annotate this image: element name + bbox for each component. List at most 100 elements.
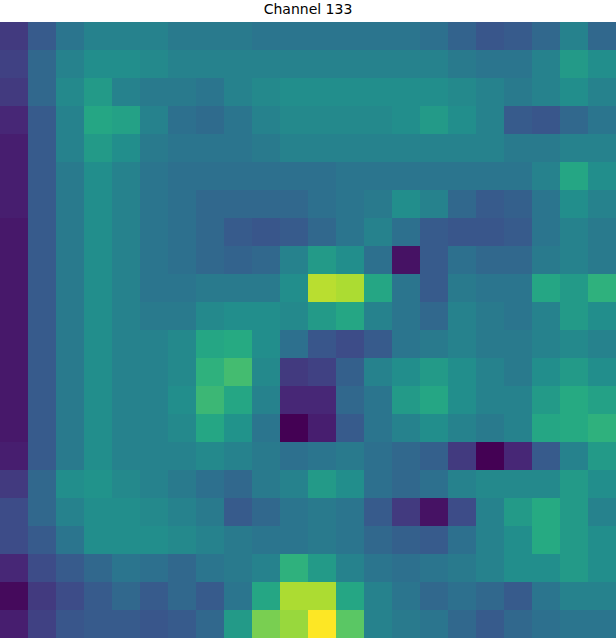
cell	[336, 274, 365, 303]
cell	[28, 50, 57, 79]
cell	[476, 302, 505, 331]
cell	[532, 526, 561, 555]
cell	[420, 22, 449, 51]
cell	[168, 582, 197, 611]
cell	[56, 470, 85, 499]
cell	[0, 302, 29, 331]
cell	[56, 610, 85, 638]
cell	[532, 190, 561, 219]
cell	[588, 134, 616, 163]
cell	[84, 246, 113, 275]
cell	[420, 274, 449, 303]
cell	[392, 106, 421, 135]
cell	[392, 330, 421, 359]
cell	[224, 442, 253, 471]
cell	[84, 554, 113, 583]
cell	[168, 106, 197, 135]
cell	[392, 442, 421, 471]
cell	[56, 358, 85, 387]
cell	[392, 358, 421, 387]
cell	[308, 302, 337, 331]
cell	[448, 190, 477, 219]
cell	[196, 78, 225, 107]
cell	[84, 582, 113, 611]
cell	[308, 134, 337, 163]
cell	[0, 274, 29, 303]
cell	[532, 358, 561, 387]
cell	[168, 134, 197, 163]
cell	[56, 414, 85, 443]
cell	[588, 610, 616, 638]
cell	[308, 470, 337, 499]
cell	[28, 162, 57, 191]
cell	[196, 246, 225, 275]
cell	[504, 50, 533, 79]
cell	[308, 78, 337, 107]
cell	[476, 106, 505, 135]
cell	[588, 190, 616, 219]
cell	[392, 22, 421, 51]
cell	[224, 498, 253, 527]
cell	[504, 442, 533, 471]
cell	[448, 386, 477, 415]
cell	[308, 22, 337, 51]
cell	[364, 526, 393, 555]
cell	[280, 610, 309, 638]
cell	[56, 22, 85, 51]
cell	[308, 50, 337, 79]
cell	[28, 414, 57, 443]
cell	[84, 78, 113, 107]
cell	[196, 274, 225, 303]
cell	[308, 386, 337, 415]
cell	[420, 78, 449, 107]
cell	[140, 554, 169, 583]
cell	[140, 330, 169, 359]
cell	[28, 330, 57, 359]
cell	[476, 386, 505, 415]
cell	[28, 274, 57, 303]
cell	[560, 610, 589, 638]
cell	[588, 330, 616, 359]
cell	[140, 134, 169, 163]
cell	[252, 106, 281, 135]
cell	[448, 162, 477, 191]
cell	[336, 554, 365, 583]
cell	[364, 78, 393, 107]
cell	[588, 22, 616, 51]
cell	[588, 50, 616, 79]
cell	[364, 470, 393, 499]
cell	[392, 218, 421, 247]
cell	[532, 274, 561, 303]
cell	[392, 610, 421, 638]
cell	[448, 78, 477, 107]
cell	[336, 470, 365, 499]
cell	[560, 358, 589, 387]
cell	[280, 498, 309, 527]
cell	[504, 386, 533, 415]
cell	[448, 274, 477, 303]
cell	[308, 498, 337, 527]
cell	[504, 470, 533, 499]
cell	[28, 218, 57, 247]
cell	[112, 106, 141, 135]
cell	[56, 162, 85, 191]
cell	[588, 358, 616, 387]
cell	[224, 554, 253, 583]
cell	[560, 22, 589, 51]
cell	[364, 106, 393, 135]
cell	[168, 218, 197, 247]
cell	[196, 526, 225, 555]
cell	[196, 610, 225, 638]
cell	[336, 358, 365, 387]
cell	[280, 302, 309, 331]
cell	[84, 470, 113, 499]
cell	[280, 554, 309, 583]
cell	[280, 386, 309, 415]
cell	[420, 470, 449, 499]
cell	[476, 218, 505, 247]
heatmap-cells	[0, 22, 616, 638]
cell	[420, 610, 449, 638]
cell	[588, 554, 616, 583]
cell	[504, 358, 533, 387]
cell	[560, 442, 589, 471]
